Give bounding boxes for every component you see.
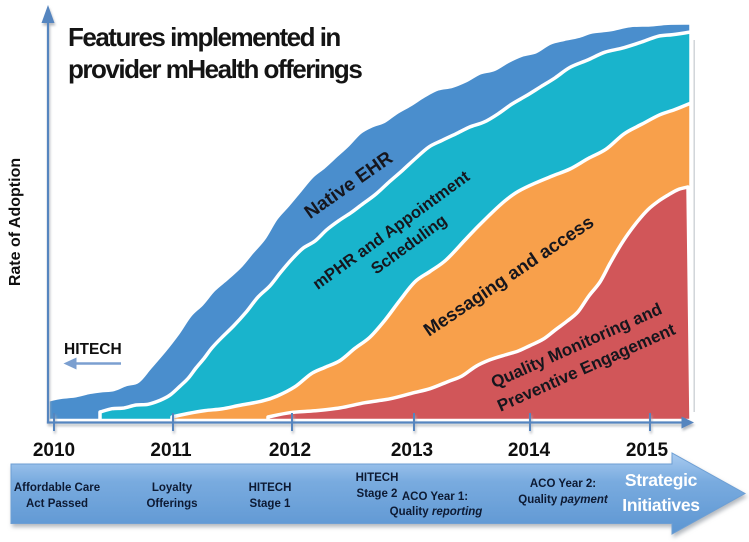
svg-text:Act Passed: Act Passed bbox=[26, 498, 88, 510]
svg-text:2014: 2014 bbox=[508, 440, 551, 461]
svg-text:Features implemented in: Features implemented in bbox=[68, 22, 340, 52]
svg-text:Strategic: Strategic bbox=[625, 470, 698, 490]
svg-text:2010: 2010 bbox=[33, 440, 75, 461]
svg-text:Offerings: Offerings bbox=[146, 498, 197, 510]
svg-text:Affordable Care: Affordable Care bbox=[14, 482, 100, 494]
svg-text:Rate of Adoption: Rate of Adoption bbox=[7, 158, 24, 286]
svg-text:HITECH: HITECH bbox=[356, 472, 399, 484]
svg-text:ACO Year 2:: ACO Year 2: bbox=[530, 478, 596, 490]
svg-text:HITECH: HITECH bbox=[249, 482, 292, 494]
svg-text:Loyalty: Loyalty bbox=[152, 482, 193, 494]
svg-text:2012: 2012 bbox=[269, 440, 311, 461]
svg-text:HITECH: HITECH bbox=[64, 341, 122, 358]
svg-text:Quality reporting: Quality reporting bbox=[390, 506, 483, 518]
svg-text:Initiatives: Initiatives bbox=[622, 495, 700, 515]
svg-text:2013: 2013 bbox=[391, 440, 433, 461]
svg-text:ACO Year 1:: ACO Year 1: bbox=[402, 491, 468, 503]
svg-text:Stage 1: Stage 1 bbox=[250, 498, 292, 510]
svg-text:provider mHealth offerings: provider mHealth offerings bbox=[68, 54, 362, 84]
svg-text:Stage 2: Stage 2 bbox=[357, 488, 398, 500]
svg-text:2015: 2015 bbox=[626, 440, 669, 461]
svg-text:2011: 2011 bbox=[150, 440, 192, 461]
svg-text:Quality payment: Quality payment bbox=[518, 494, 609, 506]
